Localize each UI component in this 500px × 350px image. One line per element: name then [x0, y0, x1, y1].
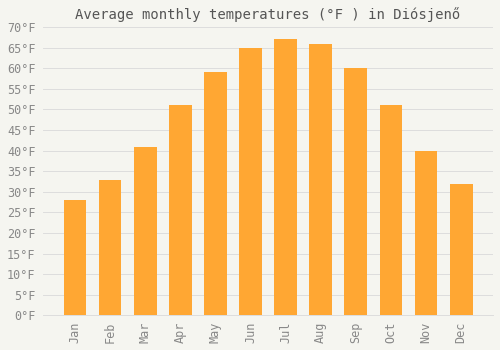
Bar — [169, 105, 192, 315]
Bar — [64, 200, 86, 315]
Bar — [380, 105, 402, 315]
Bar — [450, 184, 472, 315]
Bar — [414, 151, 438, 315]
Bar — [98, 180, 122, 315]
Bar — [344, 68, 368, 315]
Bar — [239, 48, 262, 315]
Bar — [204, 72, 227, 315]
Bar — [134, 147, 156, 315]
Title: Average monthly temperatures (°F ) in Diósjenő: Average monthly temperatures (°F ) in Di… — [76, 7, 460, 22]
Bar — [274, 40, 297, 315]
Bar — [310, 44, 332, 315]
